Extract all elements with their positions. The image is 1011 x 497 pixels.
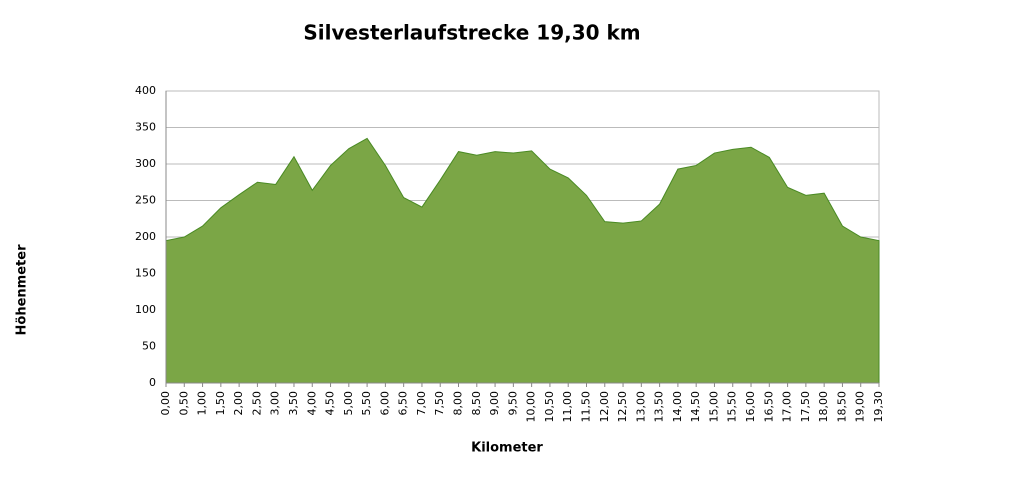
x-tick-label: 9,00	[488, 391, 501, 416]
x-tick-label: 0,00	[159, 391, 172, 416]
x-tick-label: 10,50	[543, 391, 556, 423]
x-tick-label: 4,00	[305, 391, 318, 416]
x-tick-label: 1,00	[196, 391, 209, 416]
x-tick-label: 7,00	[415, 391, 428, 416]
x-tick-label: 19,30	[872, 391, 885, 423]
y-axis-title: Höhenmeter	[15, 244, 30, 336]
x-tick-label: 18,00	[817, 391, 830, 423]
x-tick-label: 16,00	[744, 391, 757, 423]
x-tick-label: 11,00	[561, 391, 574, 423]
x-tick-label: 7,50	[433, 391, 446, 416]
x-tick-label: 9,50	[506, 391, 519, 416]
x-tick-label: 2,00	[232, 391, 245, 416]
x-tick-label: 3,00	[269, 391, 282, 416]
x-tick-label: 15,00	[707, 391, 720, 423]
x-tick-label: 8,00	[452, 391, 465, 416]
x-tick-label: 6,00	[378, 391, 391, 416]
x-tick-label: 5,50	[360, 391, 373, 416]
x-tick-label: 8,50	[470, 391, 483, 416]
y-tick-label: 300	[135, 157, 156, 170]
x-tick-label: 18,50	[835, 391, 848, 423]
y-tick-label: 250	[135, 194, 156, 207]
x-tick-label: 10,00	[525, 391, 538, 423]
chart-title: Silvesterlaufstrecke 19,30 km	[303, 21, 640, 45]
x-tick-label: 17,50	[799, 391, 812, 423]
x-tick-label: 13,50	[653, 391, 666, 423]
y-tick-label: 150	[135, 267, 156, 280]
y-tick-label: 50	[142, 340, 156, 353]
x-tick-label: 12,50	[616, 391, 629, 423]
x-tick-label: 14,00	[671, 391, 684, 423]
y-tick-label: 350	[135, 121, 156, 134]
x-tick-label: 1,50	[214, 391, 227, 416]
x-tick-label: 19,00	[854, 391, 867, 423]
x-tick-label: 17,00	[781, 391, 794, 423]
y-tick-label: 0	[149, 376, 156, 389]
x-tick-label: 14,50	[689, 391, 702, 423]
x-tick-label: 5,00	[342, 391, 355, 416]
x-tick-label: 3,50	[287, 391, 300, 416]
x-tick-label: 0,50	[177, 391, 190, 416]
y-tick-label: 200	[135, 230, 156, 243]
x-tick-label: 15,50	[726, 391, 739, 423]
x-tick-label: 16,50	[762, 391, 775, 423]
x-tick-label: 2,50	[250, 391, 263, 416]
x-tick-label: 6,50	[397, 391, 410, 416]
x-tick-label: 12,00	[598, 391, 611, 423]
x-tick-label: 4,50	[324, 391, 337, 416]
y-tick-label: 400	[135, 84, 156, 97]
x-tick-label: 13,00	[634, 391, 647, 423]
x-axis-title: Kilometer	[471, 441, 543, 456]
x-tick-label: 11,50	[579, 391, 592, 423]
area	[165, 137, 880, 384]
y-tick-label: 100	[135, 303, 156, 316]
